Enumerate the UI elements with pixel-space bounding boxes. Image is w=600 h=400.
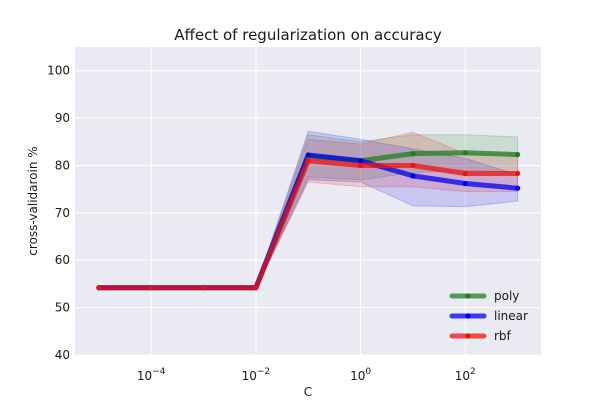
legend: poly linear rbf [449,289,528,343]
series-points [96,150,521,291]
point-rbf [96,285,102,291]
chart-title: Affect of regularization on accuracy [174,26,442,44]
point-poly [410,151,416,157]
legend-marker-poly [465,293,471,299]
point-rbf [514,170,521,177]
point-rbf [462,170,468,177]
x-tick-exponent: 0 [365,367,371,377]
point-rbf [305,158,311,164]
y-axis-label: cross-validaroin % [26,146,40,255]
y-tick-label: 100 [47,64,70,78]
y-tick-label: 40 [55,348,70,362]
point-linear [514,185,521,191]
point-linear [305,152,311,158]
x-tick-exponent: −2 [257,367,270,377]
point-rbf [253,285,259,291]
x-tick-base: 10 [455,369,470,383]
plot-background [75,47,541,355]
x-tick-label: 10−4 [137,367,166,383]
legend-label-poly: poly [494,289,519,303]
y-tick-label: 60 [55,253,70,267]
x-tick-base: 10 [242,369,257,383]
x-tick-label: 102 [455,367,476,383]
point-rbf [200,285,207,291]
x-tick-label: 100 [350,367,371,383]
legend-label-linear: linear [494,309,528,323]
y-tick-label: 90 [55,111,70,125]
x-tick-label: 10−2 [242,367,271,383]
x-tick-exponent: −4 [152,367,166,377]
x-tick-base: 10 [350,369,365,383]
grid [75,47,541,356]
point-poly [462,150,468,156]
x-tick-base: 10 [137,369,152,383]
y-tick-label: 70 [55,206,70,220]
point-poly [514,151,521,158]
point-linear [357,158,364,164]
point-rbf [357,162,364,169]
x-tick-exponent: 2 [470,367,476,377]
legend-marker-rbf [465,333,471,339]
legend-label-rbf: rbf [494,329,512,343]
point-linear [462,180,468,187]
point-rbf [148,285,154,291]
point-linear [410,173,416,179]
y-tick-label: 50 [55,301,70,315]
y-tick-label: 80 [55,158,70,172]
x-axis-label: C [304,385,312,399]
legend-marker-linear [465,313,471,319]
point-rbf [410,162,416,169]
